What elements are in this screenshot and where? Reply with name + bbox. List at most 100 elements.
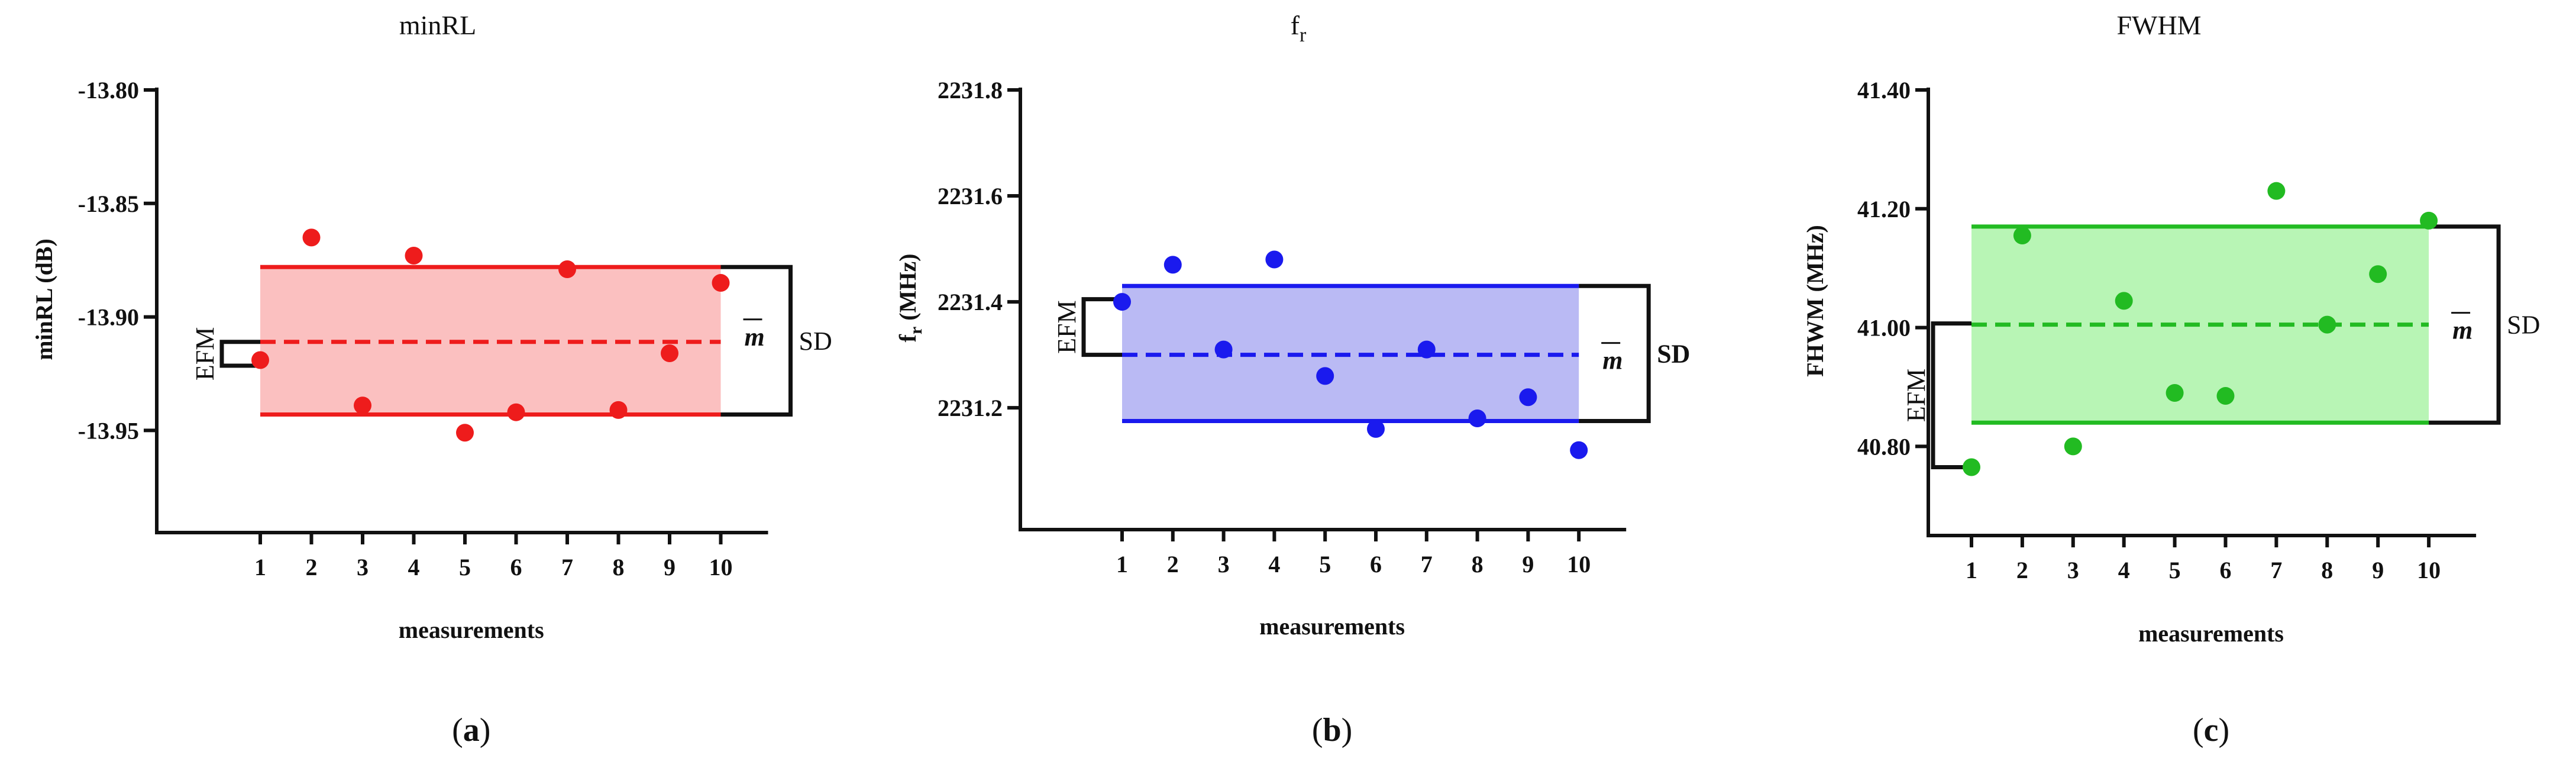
chart-title-subscript: r xyxy=(1300,24,1307,46)
x-tick-label: 6 xyxy=(510,554,522,580)
sd-label: SD xyxy=(1657,339,1690,368)
data-point xyxy=(2216,387,2235,405)
x-tick-label: 5 xyxy=(2169,557,2181,583)
data-point xyxy=(1519,388,1537,407)
panel-label: (c) xyxy=(2193,712,2229,749)
x-axis-label: measurements xyxy=(2138,620,2284,647)
data-point xyxy=(712,274,730,292)
data-point xyxy=(507,403,525,421)
chart-panel-c: FWHM SD m EFM 41.40 41.20 41.00 40.80 1 2 3 4 5 6 7 8 9 1… xyxy=(1802,10,2540,749)
y-axis-label-text: minRL (dB) xyxy=(31,238,57,360)
y-axis-label-text: f xyxy=(894,334,921,342)
x-tick-label: 4 xyxy=(408,554,420,580)
x-tick-label: 9 xyxy=(2372,557,2384,583)
x-tick-label: 3 xyxy=(1218,551,1230,578)
data-point xyxy=(456,424,474,442)
y-tick-label: 40.80 xyxy=(1857,433,1911,460)
x-tick-label: 3 xyxy=(357,554,369,580)
data-point xyxy=(2165,384,2184,402)
data-point xyxy=(609,401,628,419)
data-point xyxy=(1214,340,1233,359)
x-tick-label: 10 xyxy=(2417,557,2441,583)
data-point xyxy=(661,344,678,362)
data-point xyxy=(2013,226,2031,244)
x-tick-label: 6 xyxy=(1370,551,1382,578)
data-point xyxy=(354,396,371,415)
efm-bracket xyxy=(1081,297,1122,357)
data-point xyxy=(1417,340,1436,359)
panel-label-close: ) xyxy=(480,712,491,749)
data-point xyxy=(1570,441,1588,459)
data-point xyxy=(1265,250,1284,269)
data-point xyxy=(2420,211,2438,230)
y-axis-label: fr (MHz) xyxy=(894,254,926,343)
efm-bracket xyxy=(1931,321,1971,470)
x-tick-label: 8 xyxy=(1472,551,1483,578)
data-point xyxy=(2318,315,2336,334)
x-tick-label: 8 xyxy=(2321,557,2333,583)
data-point xyxy=(2064,437,2082,456)
x-tick-label: 3 xyxy=(2067,557,2079,583)
panel-label-letter: b xyxy=(1323,712,1342,749)
panel-label: (b) xyxy=(1312,712,1352,749)
efm-label: EFM xyxy=(1052,300,1081,353)
y-axis-label: minRL (dB) xyxy=(31,238,57,360)
data-point xyxy=(302,228,321,247)
data-point xyxy=(1963,458,1980,476)
sd-bracket xyxy=(2429,224,2501,425)
x-tick-label: 5 xyxy=(459,554,471,580)
data-point xyxy=(558,260,576,279)
y-tick-label: -13.85 xyxy=(78,191,139,217)
sd-label: SD xyxy=(799,327,832,356)
x-tick-label: 5 xyxy=(1319,551,1331,578)
data-point xyxy=(1468,409,1486,428)
y-tick-label: -13.95 xyxy=(78,417,139,444)
y-tick-label: 2231.6 xyxy=(938,183,1003,209)
efm-label: EFM xyxy=(190,327,219,380)
x-tick-label: 9 xyxy=(664,554,675,580)
chart-title: FWHM xyxy=(2116,10,2201,40)
panel-label-open: ( xyxy=(2193,712,2204,749)
x-axis-label: measurements xyxy=(399,617,544,643)
data-point xyxy=(1163,256,1182,274)
x-axis-label: measurements xyxy=(1259,613,1405,640)
x-tick-label: 6 xyxy=(2220,557,2232,583)
y-axis-label-text: FHWM (MHz) xyxy=(1802,225,1828,377)
efm-bracket xyxy=(219,340,260,368)
data-point xyxy=(2267,182,2286,200)
panel-label-letter: a xyxy=(463,712,480,749)
x-tick-label: 2 xyxy=(2016,557,2028,583)
y-axis-label: FHWM (MHz) xyxy=(1802,225,1828,377)
sd-bracket xyxy=(720,265,793,417)
x-tick-label: 10 xyxy=(1567,551,1591,578)
x-tick-label: 2 xyxy=(1167,551,1179,578)
sd-bracket xyxy=(1579,283,1651,423)
sd-label: SD xyxy=(2507,311,2540,340)
chart-title-text: minRL xyxy=(399,10,476,40)
y-tick-label: 2231.2 xyxy=(938,395,1003,421)
y-axis-label-unit: (MHz) xyxy=(894,254,921,327)
y-tick-label: 41.40 xyxy=(1857,77,1911,104)
efm-label: EFM xyxy=(1902,369,1931,422)
x-tick-label: 1 xyxy=(1116,551,1128,578)
y-tick-label: -13.80 xyxy=(78,77,139,104)
x-tick-label: 1 xyxy=(1966,557,1977,583)
chart-title-text: f xyxy=(1291,10,1300,40)
mean-label: m xyxy=(2452,316,2472,345)
y-axis-label-subscript: r xyxy=(906,327,926,334)
y-tick-label: -13.90 xyxy=(78,304,139,331)
chart-panel-a: minRL SD m EFM -13.80 -13.85 -13.90 -13.95 1 2 3 4 5… xyxy=(31,10,832,749)
x-tick-label: 2 xyxy=(306,554,318,580)
mean-label: m xyxy=(1602,346,1622,375)
x-tick-label: 4 xyxy=(2118,557,2130,583)
panel-label-open: ( xyxy=(1312,712,1323,749)
chart-title-text: FWHM xyxy=(2116,10,2201,40)
data-point xyxy=(251,351,269,369)
panel-label-letter: c xyxy=(2204,712,2219,749)
panel-label-close: ) xyxy=(1342,712,1353,749)
panel-label: (a) xyxy=(452,712,490,749)
panel-label-close: ) xyxy=(2218,712,2229,749)
y-tick-label: 41.00 xyxy=(1857,315,1911,341)
x-tick-label: 4 xyxy=(1268,551,1280,578)
